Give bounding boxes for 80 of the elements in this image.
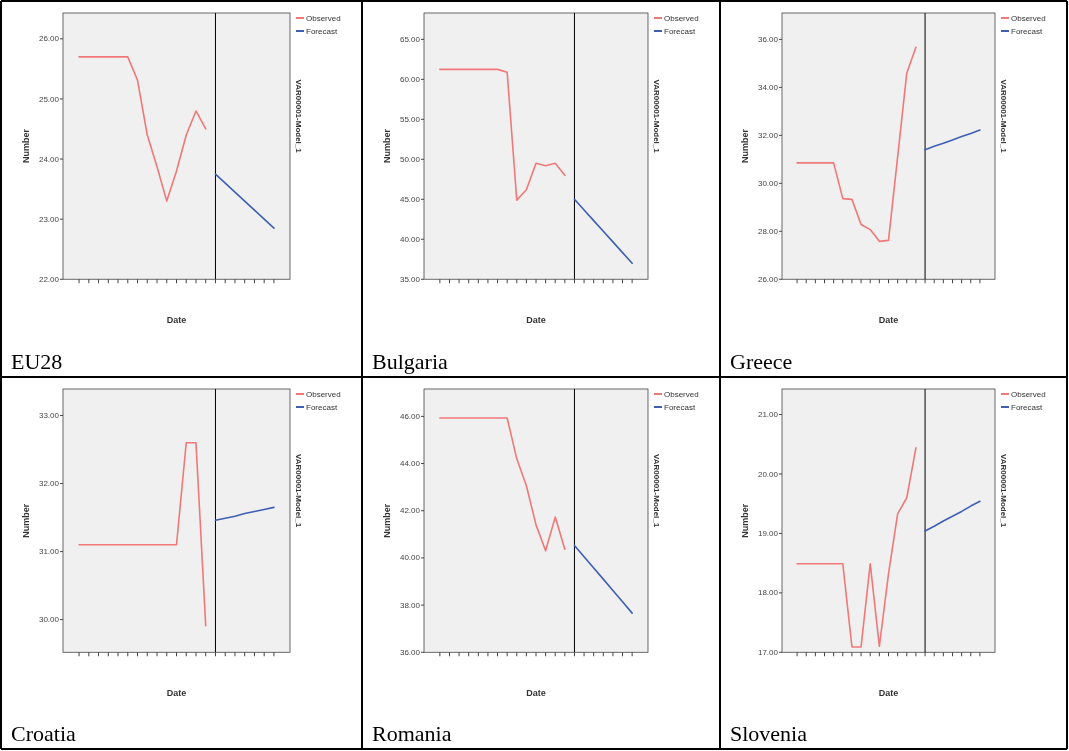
y-axis-title: Number	[740, 503, 750, 538]
legend-label: Observed	[306, 389, 341, 399]
y-tick-label: 24.00	[38, 154, 60, 164]
y-tick-label: 17.00	[757, 647, 779, 657]
text: Slovenia	[730, 721, 808, 746]
y-tick-label: 20.00	[757, 469, 779, 479]
line-series	[573, 198, 633, 265]
text: Greece	[730, 349, 793, 374]
y-tick-label: 30.00	[757, 178, 779, 188]
text: Romania	[372, 721, 452, 746]
y-tick-label: 40.00	[399, 553, 421, 563]
line-series	[214, 173, 275, 229]
legend-label: Observed	[1011, 13, 1046, 23]
line-series	[214, 506, 275, 522]
legend-label: Observed	[664, 13, 699, 23]
x-axis-title: Date	[526, 315, 546, 326]
y-tick-label: 42.00	[399, 506, 421, 516]
y-tick-label: 46.00	[399, 411, 421, 421]
text: VAR00001-Model_1	[652, 79, 661, 154]
y-tick-label: 33.00	[38, 411, 60, 421]
y-tick-label: 60.00	[399, 74, 421, 84]
y-axis-title: Number	[382, 503, 392, 538]
y-tick-label: 21.00	[757, 410, 779, 420]
y-tick-label: 45.00	[399, 194, 421, 204]
y-axis-title: Number	[21, 128, 31, 164]
legend-label: Forecast	[664, 402, 696, 412]
legend-label: Observed	[664, 389, 699, 399]
legend-label: Forecast	[306, 26, 338, 36]
y-tick-label: 26.00	[38, 34, 60, 44]
legend-label: Forecast	[1011, 402, 1043, 412]
y-tick-label: 50.00	[399, 154, 421, 164]
y-axis-title: Number	[21, 503, 31, 538]
y-tick-label: 26.00	[757, 274, 779, 284]
text: VAR00001-Model_1	[652, 454, 661, 528]
y-tick-label: 65.00	[399, 34, 421, 44]
y-tick-label: 36.00	[399, 647, 421, 657]
legend-label: Observed	[306, 13, 341, 23]
y-tick-label: 44.00	[399, 459, 421, 469]
legend-label: Forecast	[306, 402, 338, 412]
x-axis-title: Date	[166, 688, 187, 699]
y-tick-label: 30.00	[38, 615, 60, 625]
text: EU28	[11, 349, 63, 374]
legend-label: Observed	[1011, 389, 1046, 399]
y-tick-label: 32.00	[38, 479, 60, 489]
text: VAR00001-Model_1	[999, 79, 1008, 154]
line-series	[924, 129, 981, 151]
y-tick-label: 36.00	[757, 34, 779, 44]
y-tick-label: 34.00	[757, 82, 779, 92]
y-tick-label: 40.00	[399, 234, 421, 244]
line-series	[573, 544, 633, 614]
legend-label: Forecast	[664, 26, 696, 36]
x-axis-title: Date	[166, 315, 187, 326]
y-tick-label: 18.00	[757, 588, 779, 598]
y-tick-label: 55.00	[399, 114, 421, 124]
text: VAR00001-Model_1	[294, 79, 303, 154]
y-tick-label: 28.00	[757, 226, 779, 236]
line-series	[439, 68, 566, 201]
text: Bulgaria	[372, 349, 448, 374]
line-series	[78, 56, 207, 202]
y-tick-label: 19.00	[757, 528, 779, 538]
text: VAR00001-Model_1	[999, 454, 1008, 528]
text: Croatia	[11, 721, 76, 746]
legend-label: Forecast	[1011, 26, 1043, 36]
y-tick-label: 23.00	[38, 214, 60, 224]
x-axis-title: Date	[878, 688, 899, 699]
y-tick-label: 35.00	[399, 274, 421, 284]
y-tick-label: 32.00	[757, 130, 779, 140]
y-tick-label: 38.00	[399, 600, 421, 610]
y-tick-label: 22.00	[38, 274, 60, 284]
line-series	[439, 417, 566, 552]
y-tick-label: 31.00	[38, 547, 60, 557]
y-tick-label: 25.00	[38, 94, 60, 104]
x-axis-title: Date	[878, 315, 899, 326]
x-axis-title: Date	[526, 688, 546, 699]
line-series	[796, 447, 917, 648]
y-axis-title: Number	[382, 128, 392, 164]
line-series	[796, 46, 917, 243]
text: VAR00001-Model_1	[294, 454, 303, 528]
line-series	[924, 500, 981, 532]
y-axis-title: Number	[740, 128, 750, 164]
